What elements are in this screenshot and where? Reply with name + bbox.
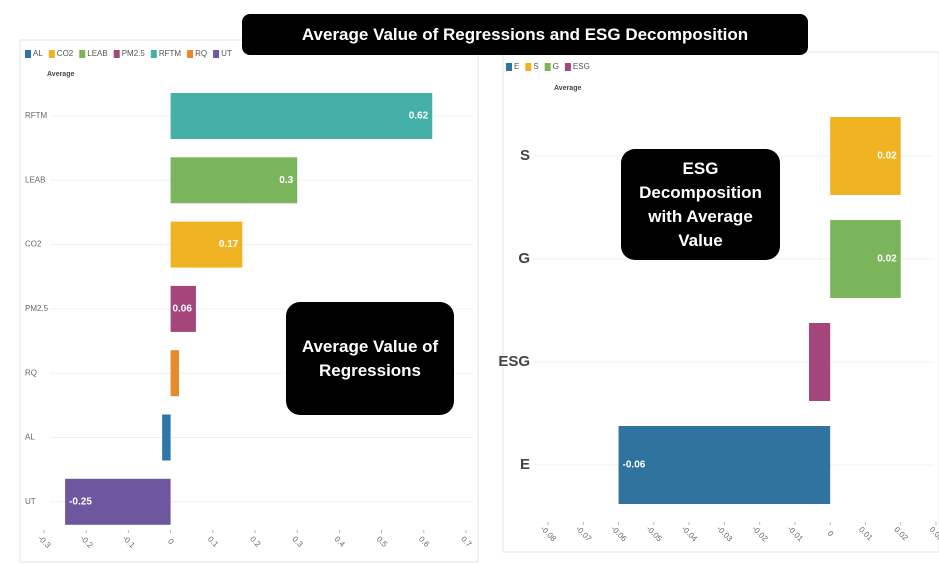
legend-swatch [564, 63, 571, 71]
bar [170, 157, 298, 204]
bar [170, 285, 196, 332]
legend-label: G [553, 62, 559, 71]
legend-swatch [506, 63, 512, 71]
legend-swatch [113, 50, 120, 58]
x-tick-label: 0.03 [928, 525, 939, 543]
page-title: Average Value of Regressions and ESG Dec… [242, 14, 808, 55]
category-label: G [518, 250, 530, 267]
bar [170, 93, 433, 139]
legend-label: UT [221, 49, 232, 58]
bar [65, 478, 171, 525]
category-label: E [520, 456, 530, 473]
bar [170, 221, 243, 268]
x-tick-label: 0 [826, 529, 836, 539]
bar [618, 426, 831, 504]
value-label: -0.06 [623, 460, 646, 471]
value-label: 0.06 [172, 304, 192, 315]
category-label: CO2 [25, 240, 42, 249]
value-label: 0.02 [877, 254, 897, 265]
category-label: AL [25, 433, 35, 442]
legend-label: RFTM [159, 49, 182, 58]
legend-swatch [525, 63, 532, 71]
legend-swatch [187, 50, 194, 58]
bar [830, 220, 901, 298]
legend-label: ESG [573, 62, 590, 71]
legend-label: CO2 [57, 49, 74, 58]
bar [809, 323, 831, 401]
x-tick-label: 0 [166, 537, 176, 547]
category-label: S [520, 147, 530, 164]
bar [162, 414, 171, 461]
value-label: 0.62 [409, 111, 429, 122]
legend-label: E [514, 62, 519, 71]
legend-label: RQ [195, 49, 207, 58]
value-label: 0.3 [279, 175, 293, 186]
value-label: 0.17 [219, 239, 239, 250]
legend-label: AL [33, 49, 43, 58]
category-label: UT [25, 497, 36, 506]
category-label: RFTM [25, 111, 48, 120]
bar [170, 350, 180, 397]
value-label: -0.25 [69, 496, 92, 507]
value-label: 0.02 [877, 151, 897, 162]
legend-swatch [544, 63, 551, 71]
legend-label: PM2.5 [122, 49, 146, 58]
legend-swatch [25, 50, 31, 58]
legend-swatch [150, 50, 157, 58]
legend-swatch [79, 50, 86, 58]
annotation: Average Value of Regressions [286, 302, 454, 415]
axis-label: Average [47, 71, 74, 78]
category-label: RQ [25, 368, 37, 377]
bar [830, 117, 901, 195]
category-label: LEAB [25, 175, 45, 184]
category-label: ESG [498, 353, 530, 370]
legend-swatch [213, 50, 220, 58]
axis-label: Average [554, 85, 581, 92]
legend-label: LEAB [87, 49, 107, 58]
legend-swatch [48, 50, 55, 58]
category-label: PM2.5 [25, 304, 49, 313]
annotation: ESG Decomposition with Average Value [621, 149, 780, 260]
legend-label: S [533, 62, 538, 71]
